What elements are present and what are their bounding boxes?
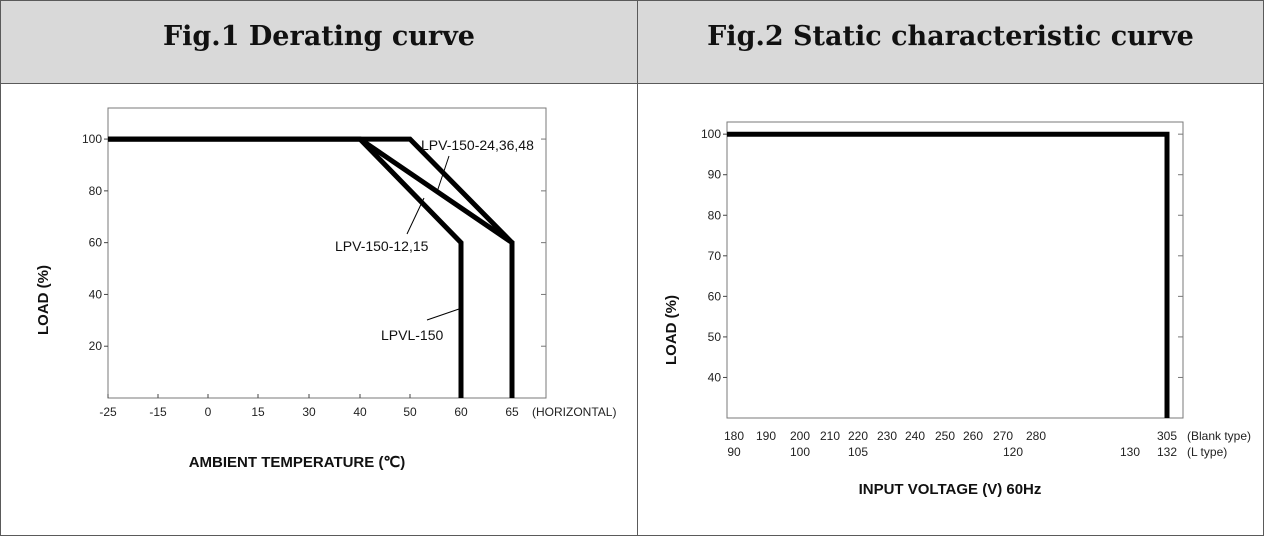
fig1-y-axis-label: LOAD (%): [35, 265, 52, 335]
fig2-x-tick-label-blank: 280: [1026, 429, 1046, 443]
fig2-x-tick-label-blank: 210: [820, 429, 840, 443]
fig1-series-line-1: [108, 136, 515, 398]
fig1-x-tick-suffix: (HORIZONTAL): [532, 405, 616, 419]
fig2-x-tick-label-blank: 305: [1157, 429, 1177, 443]
fig1-series-leader-1: [436, 155, 450, 193]
fig1-series-label-1: LPV-150-24,36,48: [421, 137, 534, 153]
fig1-y-tick-label: 60: [89, 236, 103, 250]
column-divider: [637, 1, 638, 535]
fig1-x-tick-label: 30: [302, 405, 316, 419]
fig2-x-tick-label-l: 90: [727, 445, 741, 459]
fig2-y-tick-label: 60: [708, 289, 722, 303]
fig1-series-leader-2: [406, 197, 425, 235]
fig2-title: Fig.2 Static characteristic curve: [707, 21, 1194, 52]
fig2-series-line-1: [727, 131, 1170, 418]
fig2-x-tick-label-blank: 230: [877, 429, 897, 443]
fig2-x-tick-label-blank: 260: [963, 429, 983, 443]
fig2-y-tick-label: 80: [708, 208, 722, 222]
fig1-series-leader-3: [426, 308, 460, 321]
fig2-x-tick-label-l: 130: [1120, 445, 1140, 459]
fig2-x-tick-label-blank: 220: [848, 429, 868, 443]
fig2-y-tick-label: 90: [708, 168, 722, 182]
fig1-series-label-2: LPV-150-12,15: [335, 238, 429, 254]
fig2-plot-frame: [726, 121, 1184, 419]
fig2-x-tick-label-l: 120: [1003, 445, 1023, 459]
fig1-series-line-3: [108, 136, 464, 398]
fig2-x-tick-label-l: 105: [848, 445, 868, 459]
fig1-x-tick-label: -25: [99, 405, 117, 419]
fig1-x-tick-label: -15: [149, 405, 167, 419]
fig1-title: Fig.1 Derating curve: [162, 21, 475, 52]
fig2-x-tick-label-blank: 240: [905, 429, 925, 443]
fig2-y-tick-label: 50: [708, 330, 722, 344]
fig1-y-tick-label: 40: [89, 287, 103, 301]
fig2-y-tick-label: 40: [708, 370, 722, 384]
fig2-y-tick-label: 70: [708, 249, 722, 263]
fig1-plot-frame: [107, 107, 547, 399]
fig1-series-label-3: LPVL-150: [381, 327, 443, 343]
fig1-y-tick-label: 80: [89, 184, 103, 198]
fig2-y-tick-label: 100: [701, 127, 721, 141]
fig2-x-row-label-blank: (Blank type): [1187, 429, 1251, 443]
fig1-x-tick-label: 15: [251, 405, 265, 419]
fig1-y-tick-label: 20: [89, 339, 103, 353]
fig1-x-tick-label: 40: [353, 405, 367, 419]
header-row: [1, 1, 1263, 84]
fig2-x-row-label-l: (L type): [1187, 445, 1227, 459]
fig2-x-tick-label-l: 100: [790, 445, 810, 459]
fig1-x-tick-label: 65: [505, 405, 519, 419]
fig2-y-axis-label: LOAD (%): [663, 295, 680, 365]
fig2-x-tick-label-l: 132: [1157, 445, 1177, 459]
fig2-x-tick-label-blank: 190: [756, 429, 776, 443]
fig2-x-tick-label-blank: 250: [935, 429, 955, 443]
fig1-x-axis-label: AMBIENT TEMPERATURE (℃): [189, 454, 406, 471]
fig1-x-tick-label: 60: [454, 405, 468, 419]
fig1-x-tick-label: 50: [403, 405, 417, 419]
fig1-x-tick-label: 0: [205, 405, 212, 419]
fig2-x-tick-label-blank: 200: [790, 429, 810, 443]
fig2-x-tick-label-blank: 270: [993, 429, 1013, 443]
fig2-x-axis-label: INPUT VOLTAGE (V) 60Hz: [859, 481, 1042, 498]
fig2-x-tick-label-blank: 180: [724, 429, 744, 443]
fig1-y-tick-label: 100: [82, 132, 102, 146]
